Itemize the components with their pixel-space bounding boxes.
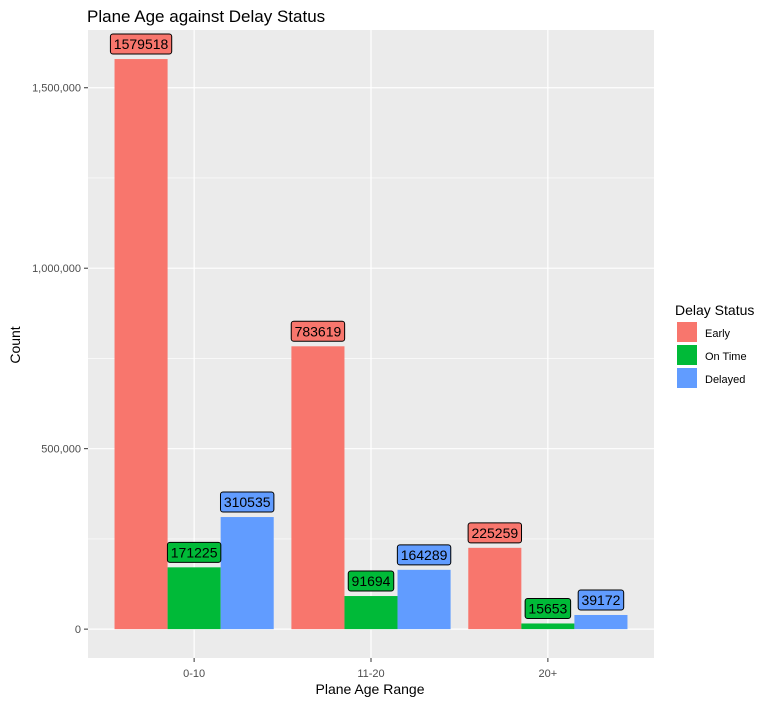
data-label-box	[109, 33, 173, 55]
data-label-group: 91694	[347, 570, 395, 592]
data-label-box	[166, 541, 222, 563]
data-label-box	[524, 597, 572, 619]
legend-label: Delayed	[705, 374, 745, 386]
legend-label: Early	[705, 328, 731, 340]
data-labels: 1579518 171225 310535 783619 91694 164289 2252…	[109, 33, 625, 619]
x-tick-label: 0-10	[183, 668, 205, 680]
legend-title: Delay Status	[675, 302, 754, 318]
bars	[114, 59, 628, 630]
data-label-group: 171225	[166, 541, 222, 563]
bar-on-time	[167, 567, 221, 630]
bar-on-time	[521, 623, 575, 630]
data-label: 1579518	[114, 36, 169, 52]
legend-key-on-time	[677, 345, 697, 365]
legend-key-delayed	[677, 368, 697, 388]
bar-early	[291, 346, 345, 630]
x-axis: 0-10 11-20 20+	[183, 658, 557, 680]
data-label: 15653	[528, 600, 567, 616]
data-label-group: 225259	[467, 522, 523, 544]
y-tick-label: 500,000	[41, 444, 81, 456]
bar-on-time	[344, 596, 398, 630]
bar-early	[114, 59, 168, 630]
y-tick-label: 1,500,000	[32, 83, 81, 95]
legend-key-early	[677, 322, 697, 342]
bar-delayed	[397, 569, 451, 630]
data-label: 39172	[581, 592, 620, 608]
data-label-group: 15653	[524, 597, 572, 619]
chart-title: Plane Age against Delay Status	[87, 7, 325, 26]
data-label-box	[396, 544, 452, 566]
y-tick-label: 0	[75, 624, 81, 636]
data-label: 91694	[352, 573, 391, 589]
legend-label: On Time	[705, 351, 747, 363]
y-tick-label: 1,000,000	[32, 263, 81, 275]
data-label-group: 310535	[219, 491, 275, 513]
data-label: 164289	[401, 547, 448, 563]
data-label: 783619	[295, 323, 342, 339]
bar-early	[468, 547, 522, 630]
data-label-box	[467, 522, 523, 544]
data-label-group: 783619	[290, 320, 346, 342]
data-label-box	[219, 491, 275, 513]
bar-delayed	[220, 517, 274, 630]
y-axis: 0 500,000 1,000,000 1,500,000	[32, 83, 88, 636]
legend: Delay Status Early On Time Delayed	[675, 302, 754, 388]
x-tick-label: 20+	[539, 668, 558, 680]
y-axis-title: Count	[7, 326, 23, 363]
data-label-box	[577, 589, 625, 611]
data-label-group: 39172	[577, 589, 625, 611]
data-label-group: 1579518	[109, 33, 173, 55]
data-label: 310535	[224, 494, 271, 510]
data-label-group: 164289	[396, 544, 452, 566]
data-label-box	[347, 570, 395, 592]
bar-delayed	[574, 614, 628, 630]
data-label: 171225	[171, 544, 218, 560]
x-tick-label: 11-20	[357, 668, 384, 680]
data-label: 225259	[471, 525, 518, 541]
grid-lines	[88, 30, 654, 658]
data-label-box	[290, 320, 346, 342]
x-axis-title: Plane Age Range	[316, 681, 425, 697]
